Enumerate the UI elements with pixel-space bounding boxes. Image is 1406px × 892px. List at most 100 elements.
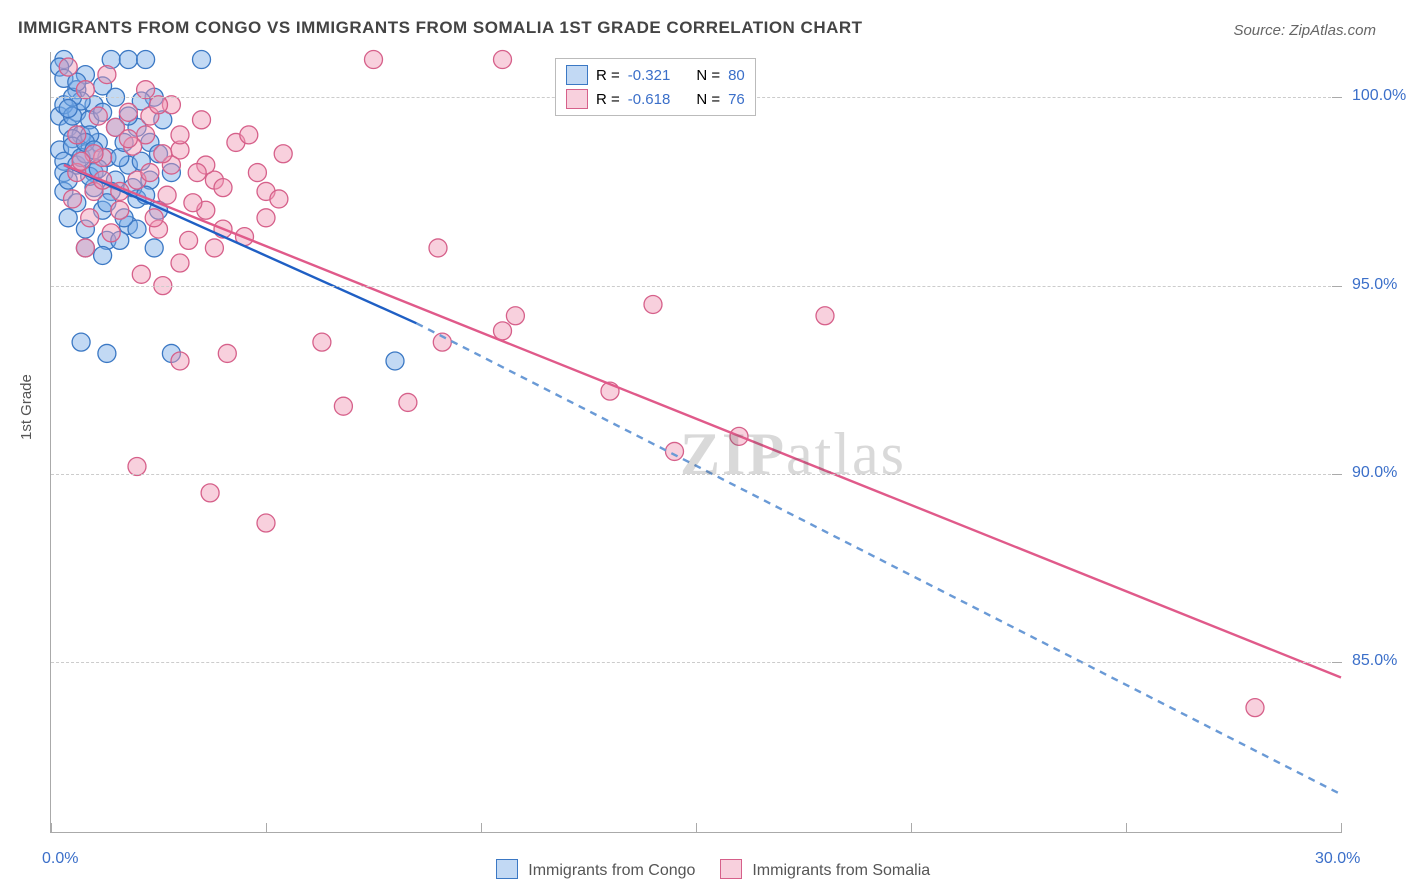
n-value-somalia: 76 [728,91,745,108]
source-label: Source: ZipAtlas.com [1233,22,1376,39]
x-tick [266,823,267,833]
scatter-point [506,307,524,325]
scatter-point [429,239,447,257]
plot-svg [51,52,1341,832]
scatter-point [119,130,137,148]
scatter-point [274,145,292,163]
swatch-congo [566,65,588,85]
scatter-point [171,126,189,144]
scatter-point [132,265,150,283]
scatter-point [193,51,211,69]
legend-correlation: R = -0.321 N = 80 R = -0.618 N = 76 [555,58,756,116]
x-tick [481,823,482,833]
scatter-point [111,201,129,219]
scatter-point [59,209,77,227]
scatter-point [102,224,120,242]
scatter-point [150,96,168,114]
scatter-point [365,51,383,69]
x-tick [1341,823,1342,833]
scatter-point [154,145,172,163]
scatter-point [94,246,112,264]
scatter-point [644,295,662,313]
scatter-point [141,164,159,182]
scatter-point [1246,699,1264,717]
scatter-point [128,457,146,475]
trend-line [417,323,1342,794]
y-tick-label: 100.0% [1352,87,1406,105]
scatter-point [76,239,94,257]
scatter-point [334,397,352,415]
scatter-point [98,344,116,362]
scatter-point [218,344,236,362]
scatter-point [248,164,266,182]
scatter-point [494,51,512,69]
x-tick [51,823,52,833]
scatter-point [64,190,82,208]
scatter-point [145,239,163,257]
r-label: R = [596,67,620,84]
series-label-congo: Immigrants from Congo [528,862,695,879]
scatter-point [59,100,77,118]
scatter-point [257,514,275,532]
scatter-point [81,209,99,227]
legend-row-congo: R = -0.321 N = 80 [566,63,745,87]
scatter-point [193,111,211,129]
scatter-point [68,126,86,144]
scatter-point [313,333,331,351]
y-axis-label: 1st Grade [18,374,35,440]
r-value-somalia: -0.618 [628,91,671,108]
scatter-point [188,164,206,182]
scatter-point [240,126,258,144]
scatter-point [205,239,223,257]
legend-row-somalia: R = -0.618 N = 76 [566,87,745,111]
y-tick [1332,662,1342,663]
x-tick [911,823,912,833]
scatter-point [386,352,404,370]
scatter-point [171,254,189,272]
legend-series: Immigrants from Congo Immigrants from So… [0,859,1406,880]
x-tick-label: 30.0% [1315,850,1360,868]
swatch-congo-bottom [496,859,518,879]
scatter-point [399,393,417,411]
scatter-point [270,190,288,208]
swatch-somalia [566,89,588,109]
scatter-point [145,209,163,227]
scatter-point [184,194,202,212]
scatter-point [158,186,176,204]
x-tick-label: 0.0% [42,850,78,868]
trend-line [64,165,1341,677]
gridline-h [51,286,1341,287]
x-tick [1126,823,1127,833]
y-tick [1332,97,1342,98]
scatter-point [89,107,107,125]
scatter-point [119,103,137,121]
scatter-point [201,484,219,502]
scatter-point [171,352,189,370]
n-label: N = [696,67,720,84]
plot-area [50,52,1341,833]
y-tick [1332,474,1342,475]
scatter-point [816,307,834,325]
r-value-congo: -0.321 [628,67,671,84]
chart-title: IMMIGRANTS FROM CONGO VS IMMIGRANTS FROM… [18,18,863,38]
scatter-point [494,322,512,340]
y-tick-label: 85.0% [1352,652,1397,670]
scatter-point [98,66,116,84]
scatter-point [72,152,90,170]
y-tick-label: 95.0% [1352,276,1397,294]
r-label: R = [596,91,620,108]
gridline-h [51,662,1341,663]
x-tick [696,823,697,833]
scatter-point [257,209,275,227]
scatter-point [214,179,232,197]
y-tick-label: 90.0% [1352,464,1397,482]
scatter-point [72,333,90,351]
gridline-h [51,474,1341,475]
scatter-point [137,51,155,69]
y-tick [1332,286,1342,287]
n-label: N = [696,91,720,108]
scatter-point [59,58,77,76]
scatter-point [76,81,94,99]
scatter-point [137,81,155,99]
scatter-point [180,231,198,249]
